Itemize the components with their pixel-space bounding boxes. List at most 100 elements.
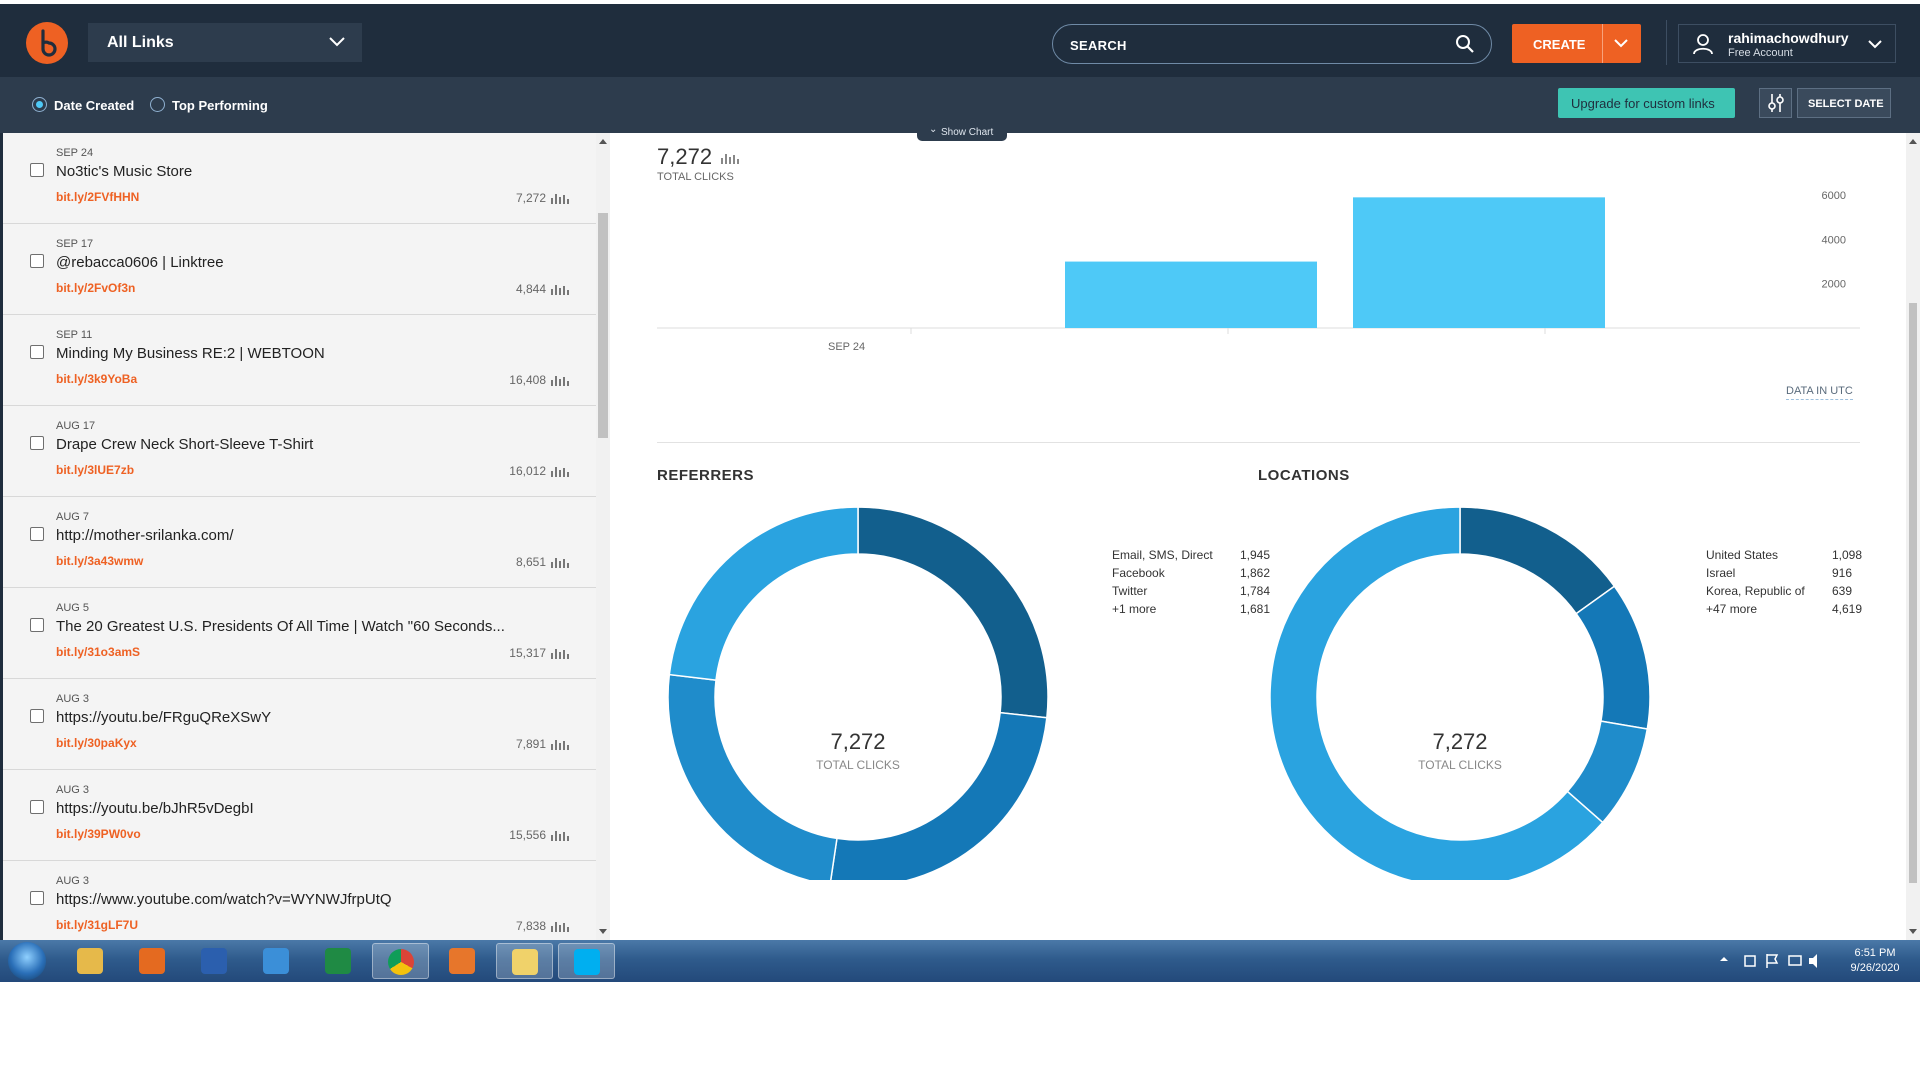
show-chart-label: ⌄ Show Chart xyxy=(929,124,994,138)
link-checkbox[interactable] xyxy=(30,891,44,905)
radio-unselected-icon xyxy=(150,97,165,112)
y-tick-label: 4000 xyxy=(1822,234,1846,246)
donut-slice[interactable] xyxy=(1459,506,1616,615)
bar[interactable] xyxy=(1353,197,1605,328)
bar[interactable] xyxy=(1065,261,1317,328)
link-checkbox[interactable] xyxy=(30,163,44,177)
link-title: https://youtu.be/bJhR5vDegbI xyxy=(56,800,254,817)
link-list-item[interactable]: AUG 3 https://www.youtube.com/watch?v=WYN… xyxy=(3,861,597,940)
link-list-item[interactable]: AUG 17 Drape Crew Neck Short-Sleeve T-Shi… xyxy=(3,406,597,497)
scroll-up-icon[interactable] xyxy=(1909,139,1917,144)
detail-scrollbar[interactable] xyxy=(1906,133,1920,940)
system-tray: 6:51 PM 9/26/2020 xyxy=(1705,940,1920,982)
show-chart-text: Show Chart xyxy=(941,127,994,138)
link-list-scrollbar[interactable] xyxy=(596,133,610,940)
taskbar-clock[interactable]: 6:51 PM 9/26/2020 xyxy=(1839,946,1911,976)
data-in-utc-link[interactable]: DATA IN UTC xyxy=(1786,385,1853,400)
donut-slice[interactable] xyxy=(830,711,1048,880)
skype-taskbar-button[interactable] xyxy=(558,943,615,979)
legend-label: United States xyxy=(1706,548,1779,562)
excel-taskbar-button[interactable] xyxy=(310,943,367,979)
locations-total-value: 7,272 xyxy=(1432,729,1488,754)
link-short-url[interactable]: bit.ly/31o3amS xyxy=(56,645,141,659)
link-list-item[interactable]: SEP 11 Minding My Business RE:2 | WEBTOON… xyxy=(3,315,597,406)
link-short-url[interactable]: bit.ly/2FvOf3n xyxy=(56,281,136,295)
bar-chart-icon xyxy=(550,646,570,659)
links-filter-dropdown[interactable]: All Links xyxy=(88,23,362,62)
link-checkbox[interactable] xyxy=(30,436,44,450)
legend-label: Facebook xyxy=(1112,566,1165,580)
scroll-down-icon[interactable] xyxy=(1909,929,1917,934)
explorer-taskbar-button[interactable] xyxy=(62,943,119,979)
legend-label: +47 more xyxy=(1706,602,1758,616)
link-short-url[interactable]: bit.ly/31gLF7U xyxy=(56,918,139,932)
word-taskbar-button[interactable] xyxy=(186,943,243,979)
link-short-url[interactable]: bit.ly/3k9YoBa xyxy=(56,372,138,386)
scrollbar-thumb[interactable] xyxy=(598,213,608,438)
link-title: @rebacca0606 | Linktree xyxy=(56,254,224,271)
select-date-label: SELECT DATE xyxy=(1808,98,1884,110)
legend-value: 1,945 xyxy=(1240,548,1271,562)
donut-slice[interactable] xyxy=(1269,506,1604,880)
link-click-count: 15,556 xyxy=(509,828,546,842)
link-checkbox[interactable] xyxy=(30,800,44,814)
y-tick-label: 6000 xyxy=(1822,190,1846,202)
chrome-taskbar-button[interactable] xyxy=(372,943,429,979)
bitly-logo-icon[interactable] xyxy=(26,22,68,64)
account-menu[interactable]: rahimachowdhury Free Account xyxy=(1678,24,1896,63)
firefox-taskbar-button[interactable] xyxy=(124,943,181,979)
link-checkbox[interactable] xyxy=(30,527,44,541)
create-label: CREATE xyxy=(1533,37,1586,52)
link-short-url[interactable]: bit.ly/2FVfHHN xyxy=(56,190,140,204)
link-list-item[interactable]: AUG 5 The 20 Greatest U.S. Presidents Of … xyxy=(3,588,597,679)
clock-time: 6:51 PM xyxy=(1854,947,1896,959)
donut-slice[interactable] xyxy=(1575,585,1651,730)
scroll-up-icon[interactable] xyxy=(599,139,607,144)
link-short-url[interactable]: bit.ly/30paKyx xyxy=(56,736,137,750)
link-checkbox[interactable] xyxy=(30,254,44,268)
legend-value: 1,784 xyxy=(1240,584,1271,598)
media-taskbar-button[interactable] xyxy=(434,943,491,979)
scroll-down-icon[interactable] xyxy=(599,929,607,934)
locations-legend: United States 1,098 Israel 916 Korea, Republ… xyxy=(1706,548,1876,620)
link-checkbox[interactable] xyxy=(30,345,44,359)
total-clicks-label: TOTAL CLICKS xyxy=(657,171,734,183)
link-list-item[interactable]: AUG 7 http://mother-srilanka.com/bit.ly/3… xyxy=(3,497,597,588)
referrers-total-label: TOTAL CLICKS xyxy=(816,758,900,772)
ie-taskbar-button[interactable] xyxy=(248,943,305,979)
link-checkbox[interactable] xyxy=(30,618,44,632)
search-input[interactable]: SEARCH xyxy=(1052,24,1492,64)
donut-slice[interactable] xyxy=(668,506,859,681)
blank-area xyxy=(0,982,1920,1080)
link-list-item[interactable]: SEP 17 @rebacca0606 | Linktree bit.ly/2FvO… xyxy=(3,224,597,315)
link-short-url[interactable]: bit.ly/39PW0vo xyxy=(56,827,141,841)
link-date: SEP 24 xyxy=(56,147,94,159)
sliders-icon xyxy=(1768,94,1784,112)
link-list-item[interactable]: AUG 3 https://youtu.be/bJhR5vDegbI bit.ly/… xyxy=(3,770,597,861)
link-list-item[interactable]: SEP 24 No3tic's Music Store bit.ly/2FVfHHN… xyxy=(3,133,597,224)
legend-row: Email, SMS, Direct 1,945 xyxy=(1112,548,1272,566)
chevron-down-icon[interactable] xyxy=(1613,36,1629,50)
bar-chart-icon xyxy=(550,191,570,204)
select-date-button[interactable]: SELECT DATE xyxy=(1797,88,1891,118)
link-short-url[interactable]: bit.ly/3lUE7zb xyxy=(56,463,135,477)
start-button-icon[interactable] xyxy=(8,942,46,980)
search-icon[interactable] xyxy=(1455,34,1475,54)
link-list-item[interactable]: AUG 3 https://youtu.be/FRguQReXSwY bit.ly/… xyxy=(3,679,597,770)
upgrade-button[interactable]: Upgrade for custom links xyxy=(1558,88,1735,118)
filter-settings-button[interactable] xyxy=(1759,88,1792,118)
tray-icons[interactable] xyxy=(1705,940,1825,982)
folder-taskbar-button[interactable] xyxy=(496,943,553,979)
link-short-url[interactable]: bit.ly/3a43wmw xyxy=(56,554,144,568)
legend-value: 1,862 xyxy=(1240,566,1271,580)
donut-slice[interactable] xyxy=(857,506,1049,719)
explorer-icon xyxy=(77,948,103,974)
create-button[interactable]: CREATE xyxy=(1512,24,1641,63)
link-click-count: 7,272 xyxy=(515,191,546,205)
link-checkbox[interactable] xyxy=(30,709,44,723)
clock-date: 9/26/2020 xyxy=(1850,962,1900,974)
donut-slice[interactable] xyxy=(667,673,838,880)
show-chart-toggle[interactable]: ⌄ Show Chart xyxy=(917,121,1007,141)
scrollbar-thumb[interactable] xyxy=(1909,303,1917,883)
excel-icon xyxy=(325,948,351,974)
